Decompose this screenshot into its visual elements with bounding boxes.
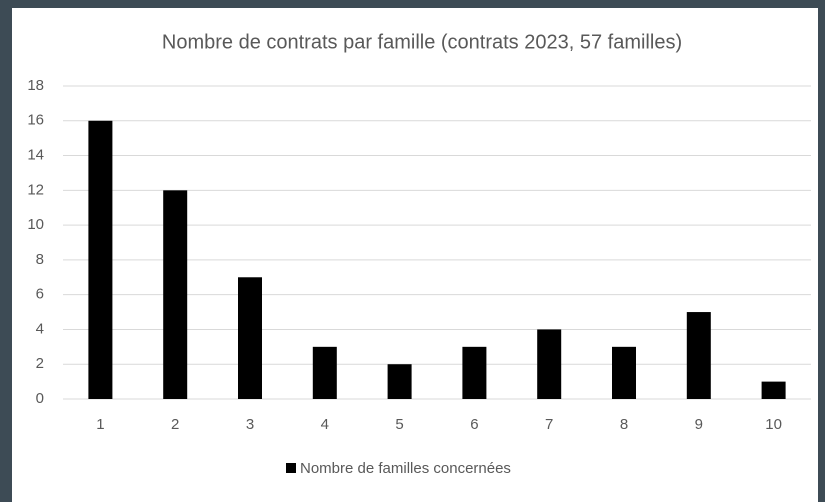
y-tick-label: 18 xyxy=(27,77,44,94)
bar xyxy=(387,364,412,399)
bar xyxy=(537,329,562,399)
y-tick-label: 12 xyxy=(27,181,44,198)
x-tick-label: 3 xyxy=(246,416,254,433)
bar xyxy=(686,312,711,399)
x-tick-label: 7 xyxy=(545,416,553,433)
x-tick-label: 8 xyxy=(620,416,628,433)
y-tick-label: 14 xyxy=(27,147,44,164)
y-tick-label: 4 xyxy=(36,320,44,337)
bar xyxy=(163,190,188,399)
x-tick-label: 4 xyxy=(321,416,329,433)
y-tick-label: 8 xyxy=(36,251,44,268)
bar xyxy=(462,346,487,399)
chart-title: Nombre de contrats par famille (contrats… xyxy=(162,31,682,53)
legend-label: Nombre de familles concernées xyxy=(300,460,511,477)
x-tick-label: 9 xyxy=(695,416,703,433)
bar xyxy=(238,277,262,399)
y-tick-label: 2 xyxy=(36,355,44,372)
x-tick-label: 5 xyxy=(395,416,403,433)
x-tick-label: 10 xyxy=(765,416,782,433)
y-tick-label: 0 xyxy=(36,390,44,407)
x-tick-label: 6 xyxy=(470,416,478,433)
bar xyxy=(612,346,636,399)
bar xyxy=(88,120,113,400)
y-tick-label: 6 xyxy=(36,286,44,303)
bar xyxy=(312,346,337,399)
chart-background xyxy=(12,8,818,502)
y-tick-label: 10 xyxy=(27,216,44,233)
legend-swatch xyxy=(286,463,296,473)
x-tick-label: 2 xyxy=(171,416,179,433)
x-tick-label: 1 xyxy=(96,416,104,433)
bar xyxy=(761,381,786,399)
y-tick-label: 16 xyxy=(27,112,44,129)
